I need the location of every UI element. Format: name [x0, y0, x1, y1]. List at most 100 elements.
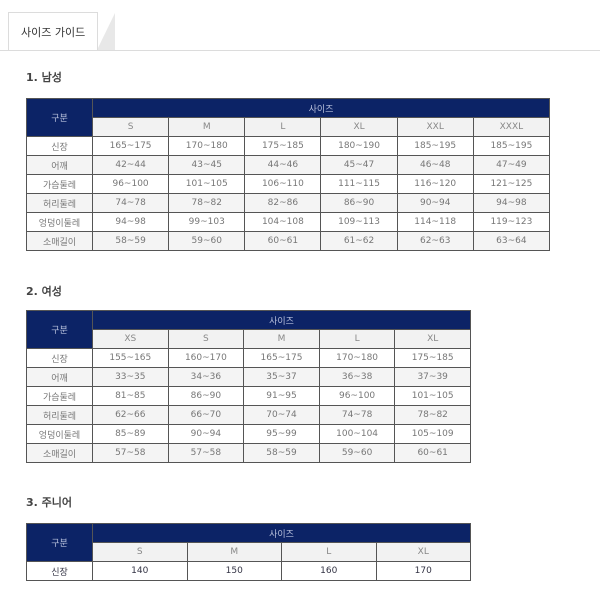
table-row: 가슴둘레 81~85 86~90 91~95 96~100 101~105 — [26, 386, 471, 406]
size-column-header: XL — [320, 117, 398, 137]
table-cell: 175~185 — [244, 136, 322, 156]
table-cell: 140 — [92, 561, 188, 581]
table-cell: 86~90 — [167, 386, 245, 406]
size-column-header: XL — [394, 329, 471, 349]
table-cell: 37~39 — [394, 367, 471, 387]
table-cell: 150 — [186, 561, 282, 581]
table-cell: 109~113 — [320, 212, 398, 232]
table-cell: 91~95 — [243, 386, 320, 406]
table-cell: 185~195 — [396, 136, 474, 156]
header-row: 구분 사이즈 — [26, 98, 550, 137]
tab-size-guide[interactable]: 사이즈 가이드 — [8, 12, 98, 50]
size-table-junior: 구분 사이즈 S M L XL 신장 140 150 160 170 — [26, 523, 471, 581]
table-cell: 165~175 — [243, 348, 320, 368]
table-row: 허리둘레 74~78 78~82 82~86 86~90 90~94 94~98 — [26, 193, 551, 213]
header-row: 구분 사이즈 — [26, 523, 471, 562]
table-cell: 96~100 — [318, 386, 396, 406]
table-cell: 111~115 — [320, 174, 398, 194]
size-column-header: M — [168, 117, 246, 137]
table-cell: 58~59 — [91, 231, 170, 251]
row-label: 어깨 — [26, 367, 93, 387]
size-column-header: S — [92, 542, 188, 562]
table-row: 신장 165~175 170~180 175~185 180~190 185~195 185… — [26, 136, 551, 156]
header-gubun: 구분 — [26, 523, 93, 562]
size-column-header: S — [167, 329, 245, 349]
table-row: 소매길이 57~58 57~58 58~59 59~60 60~61 — [26, 443, 471, 463]
row-label: 신장 — [26, 348, 93, 368]
table-row: 어깨 33~35 34~36 35~37 36~38 37~39 — [26, 367, 471, 387]
section-title-junior: 3. 주니어 — [26, 496, 73, 509]
table-cell: 57~58 — [167, 443, 245, 463]
table-row: 엉덩이둘레 94~98 99~103 104~108 109~113 114~118 119… — [26, 212, 551, 232]
table-cell: 100~104 — [318, 424, 396, 444]
header-gubun: 구분 — [26, 98, 93, 137]
table-cell: 170~180 — [318, 348, 396, 368]
table-cell: 160~170 — [167, 348, 245, 368]
table-cell: 46~48 — [396, 155, 474, 175]
size-header-row: XS S M L XL — [27, 329, 471, 349]
table-cell: 61~62 — [320, 231, 398, 251]
size-column-header: M — [243, 329, 320, 349]
header-gubun: 구분 — [26, 310, 93, 349]
table-cell: 106~110 — [244, 174, 322, 194]
row-label: 허리둘레 — [26, 193, 93, 213]
table-cell: 44~46 — [244, 155, 322, 175]
table-row: 가슴둘레 96~100 101~105 106~110 111~115 116~120 12… — [26, 174, 551, 194]
table-cell: 62~66 — [92, 405, 169, 425]
table-cell: 121~125 — [472, 174, 551, 194]
size-column-header: XXL — [396, 117, 474, 137]
table-cell: 47~49 — [472, 155, 551, 175]
table-cell: 74~78 — [91, 193, 170, 213]
row-label: 소매길이 — [26, 231, 93, 251]
size-column-header: L — [318, 329, 396, 349]
tab-divider — [0, 50, 600, 51]
size-column-header: XXXL — [472, 117, 551, 137]
table-row: 허리둘레 62~66 66~70 70~74 74~78 78~82 — [26, 405, 471, 425]
table-cell: 57~58 — [92, 443, 169, 463]
table-cell: 70~74 — [243, 405, 320, 425]
table-cell: 170 — [375, 561, 471, 581]
table-cell: 99~103 — [168, 212, 246, 232]
table-cell: 42~44 — [91, 155, 170, 175]
section-title-women: 2. 여성 — [26, 285, 62, 298]
header-sizes: 사이즈 — [92, 310, 471, 330]
size-column-header: L — [281, 542, 377, 562]
header-sizes: 사이즈 — [92, 523, 471, 543]
size-column-header: M — [186, 542, 282, 562]
tab-corner — [97, 13, 115, 50]
row-label: 어깨 — [26, 155, 93, 175]
row-label: 신장 — [26, 561, 93, 581]
row-label: 엉덩이둘레 — [26, 424, 93, 444]
table-cell: 185~195 — [472, 136, 551, 156]
row-label: 신장 — [26, 136, 93, 156]
table-cell: 62~63 — [396, 231, 474, 251]
table-cell: 160 — [281, 561, 377, 581]
table-cell: 95~99 — [243, 424, 320, 444]
table-cell: 59~60 — [168, 231, 246, 251]
size-column-header: XS — [92, 329, 169, 349]
table-cell: 116~120 — [396, 174, 474, 194]
size-table-men: 구분 사이즈 S M L XL XXL XXXL 신장 165~175 170~180 175~185… — [26, 98, 551, 251]
row-label: 가슴둘레 — [26, 386, 93, 406]
size-column-header: L — [244, 117, 322, 137]
table-cell: 165~175 — [91, 136, 170, 156]
table-cell: 104~108 — [244, 212, 322, 232]
table-cell: 34~36 — [167, 367, 245, 387]
table-cell: 45~47 — [320, 155, 398, 175]
row-label: 허리둘레 — [26, 405, 93, 425]
row-label: 가슴둘레 — [26, 174, 93, 194]
table-cell: 43~45 — [168, 155, 246, 175]
table-cell: 90~94 — [167, 424, 245, 444]
table-row: 신장 140 150 160 170 — [26, 561, 471, 581]
size-header-row: S M L XL — [27, 542, 471, 562]
table-cell: 90~94 — [396, 193, 474, 213]
section-title-men: 1. 남성 — [26, 71, 62, 84]
table-cell: 58~59 — [243, 443, 320, 463]
table-row: 신장 155~165 160~170 165~175 170~180 175~185 — [26, 348, 471, 368]
table-row: 엉덩이둘레 85~89 90~94 95~99 100~104 105~109 — [26, 424, 471, 444]
table-cell: 74~78 — [318, 405, 396, 425]
table-cell: 63~64 — [472, 231, 551, 251]
table-cell: 86~90 — [320, 193, 398, 213]
table-cell: 105~109 — [394, 424, 471, 444]
table-cell: 82~86 — [244, 193, 322, 213]
